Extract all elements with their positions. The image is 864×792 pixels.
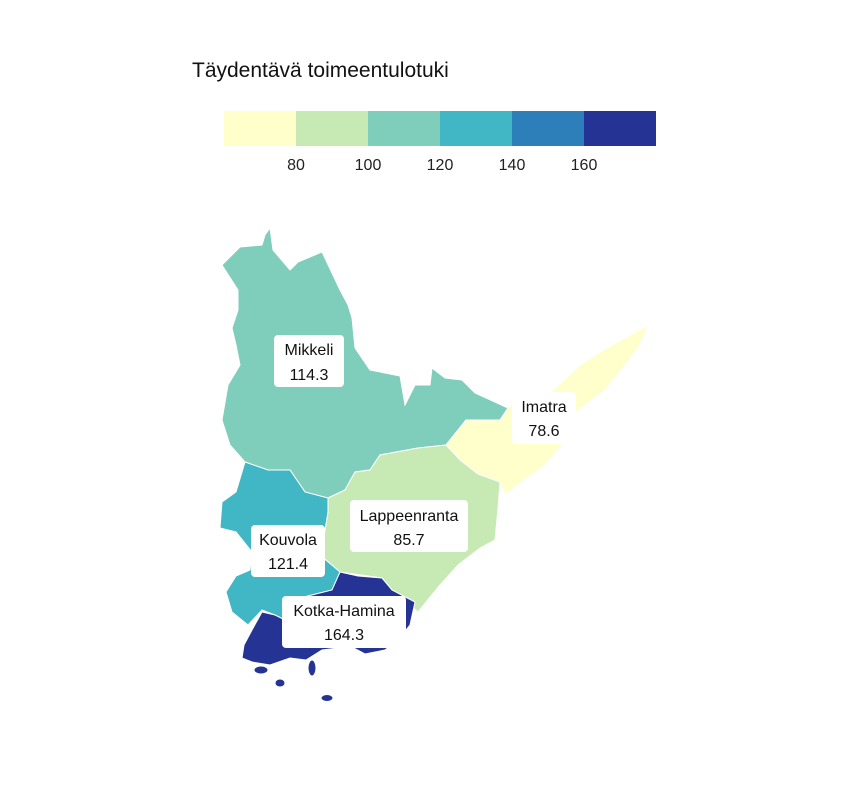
island-1	[253, 665, 269, 675]
label-value: 164.3	[324, 627, 364, 644]
label-name: Kouvola	[259, 532, 317, 549]
label-name: Mikkeli	[285, 342, 334, 359]
legend-tick-label: 140	[499, 157, 526, 174]
label-kotka-hamina: Kotka-Hamina 164.3	[282, 596, 406, 648]
label-lappeenranta: Lappeenranta 85.7	[350, 500, 468, 552]
label-name: Imatra	[521, 399, 566, 416]
legend-swatch	[584, 111, 656, 146]
label-name: Kotka-Hamina	[293, 603, 394, 620]
label-value: 85.7	[393, 532, 424, 549]
legend-swatch	[224, 111, 296, 146]
legend-tick-label: 80	[287, 157, 305, 174]
label-mikkeli: Mikkeli 114.3	[274, 335, 344, 387]
legend-tick-label: 120	[427, 157, 454, 174]
map-title: Täydentävä toimeentulotuki	[192, 59, 449, 82]
label-value: 114.3	[290, 367, 329, 384]
legend-swatch	[440, 111, 512, 146]
region-labels: Mikkeli 114.3 Imatra 78.6 Lappeenranta 8…	[251, 335, 576, 648]
legend-tick-label: 160	[571, 157, 598, 174]
label-kouvola: Kouvola 121.4	[251, 525, 325, 577]
label-name: Lappeenranta	[360, 508, 459, 525]
label-imatra: Imatra 78.6	[512, 392, 576, 444]
legend-tick-label: 100	[355, 157, 382, 174]
legend-swatch	[368, 111, 440, 146]
island-4	[320, 694, 334, 702]
legend-swatch	[512, 111, 584, 146]
label-value: 78.6	[528, 423, 559, 440]
island-3	[307, 659, 317, 677]
label-value: 121.4	[268, 556, 308, 573]
island-2	[274, 678, 286, 688]
color-legend: 80 100 120 140 160	[224, 111, 656, 174]
legend-swatch	[296, 111, 368, 146]
